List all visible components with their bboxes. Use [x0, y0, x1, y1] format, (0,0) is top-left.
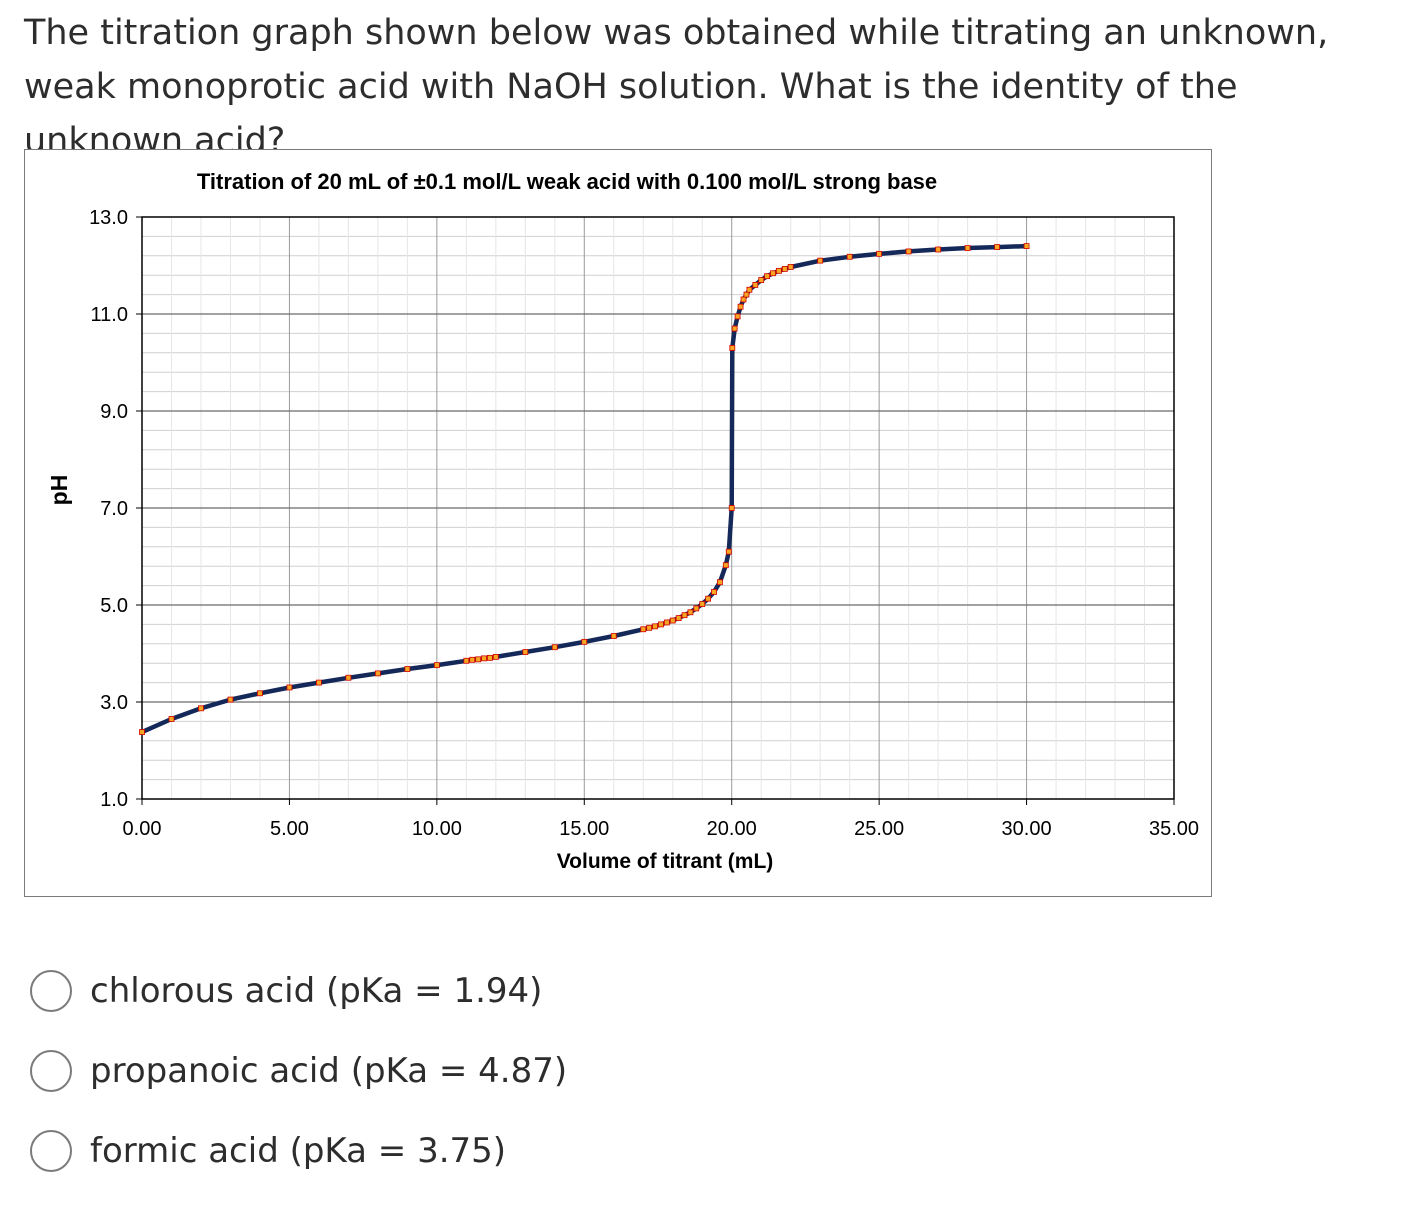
radio-button[interactable]	[30, 1050, 72, 1092]
data-point	[728, 505, 735, 511]
data-point	[740, 296, 747, 303]
data-point	[345, 674, 352, 681]
data-point	[551, 644, 558, 651]
data-point	[492, 653, 499, 660]
data-point	[669, 617, 676, 624]
data-point	[711, 589, 717, 595]
y-tick-label: 1.0	[100, 789, 128, 811]
data-point	[787, 264, 794, 270]
data-point	[717, 579, 723, 586]
data-point	[168, 716, 175, 722]
y-tick-label: 5.0	[100, 595, 128, 617]
data-point	[610, 633, 617, 639]
y-axis-label: pH	[46, 475, 72, 506]
data-point	[475, 656, 482, 663]
data-point	[316, 679, 322, 686]
data-point	[404, 666, 411, 672]
data-point	[257, 690, 263, 697]
answer-option-label: chlorous acid (pKa = 1.94)	[90, 971, 543, 1011]
data-point	[752, 281, 759, 288]
x-tick-label: 0.00	[123, 818, 162, 840]
data-point	[764, 273, 770, 280]
data-point	[737, 303, 744, 310]
data-point	[433, 662, 440, 669]
data-point	[846, 253, 853, 260]
y-tick-label: 3.0	[100, 692, 128, 714]
data-point	[522, 649, 529, 655]
chart-title: Titration of 20 mL of ±0.1 mol/L weak ac…	[197, 169, 937, 194]
x-tick-label: 35.00	[1149, 818, 1199, 840]
data-point	[964, 245, 971, 251]
y-tick-label: 13.0	[89, 207, 128, 229]
data-point	[469, 656, 476, 663]
data-point	[640, 626, 647, 633]
data-point	[227, 696, 234, 703]
data-point	[581, 638, 588, 645]
data-point	[731, 325, 738, 332]
y-tick-label: 9.0	[100, 401, 128, 423]
data-point	[876, 250, 883, 257]
data-point	[725, 548, 732, 555]
data-point	[905, 248, 912, 255]
x-tick-label: 15.00	[559, 818, 609, 840]
data-point	[729, 345, 736, 351]
data-point	[687, 609, 694, 616]
data-point	[699, 601, 706, 607]
radio-button[interactable]	[30, 970, 72, 1012]
data-point	[658, 621, 664, 628]
data-point	[374, 670, 381, 677]
data-point	[663, 619, 670, 626]
data-point	[994, 244, 1000, 250]
answer-option-label: propanoic acid (pKa = 4.87)	[90, 1051, 568, 1091]
data-point	[286, 684, 293, 691]
x-tick-label: 10.00	[412, 818, 462, 840]
data-point	[722, 562, 729, 569]
answer-option-chlorous-acid[interactable]: chlorous acid (pKa = 1.94)	[30, 966, 542, 1016]
data-point	[1023, 243, 1030, 249]
x-tick-label: 20.00	[707, 818, 757, 840]
data-point	[681, 612, 688, 619]
x-axis-label: Volume of titrant (mL)	[557, 850, 774, 873]
data-point	[758, 277, 765, 283]
x-tick-label: 25.00	[854, 818, 904, 840]
answer-option-formic-acid[interactable]: formic acid (pKa = 3.75)	[30, 1126, 506, 1176]
data-point	[817, 257, 824, 264]
axes: 13.0 11.0 9.0 7.0 5.0 3.0 1.0 0.00 5.00 10.00 15.0…	[89, 207, 1199, 840]
data-point	[652, 623, 658, 630]
x-tick-label: 5.00	[270, 818, 309, 840]
titration-chart: Titration of 20 mL of ±0.1 mol/L weak ac…	[24, 149, 1212, 897]
data-markers	[139, 243, 1030, 735]
titration-chart-svg: Titration of 20 mL of ±0.1 mol/L weak ac…	[46, 169, 1199, 873]
data-point	[463, 657, 470, 664]
data-point	[198, 705, 204, 712]
data-point	[675, 615, 682, 621]
x-tick-label: 30.00	[1002, 818, 1052, 840]
grid	[142, 217, 1174, 799]
data-point	[746, 286, 753, 293]
data-point	[487, 654, 493, 661]
y-tick-label: 11.0	[91, 304, 128, 326]
radio-button[interactable]	[30, 1130, 72, 1172]
answer-option-propanoic-acid[interactable]: propanoic acid (pKa = 4.87)	[30, 1046, 567, 1096]
data-point	[693, 605, 700, 612]
question-text: The titration graph shown below was obta…	[24, 13, 1329, 161]
data-point	[743, 291, 750, 298]
data-point	[481, 655, 487, 662]
data-point	[139, 729, 145, 735]
data-point	[775, 267, 782, 274]
data-point	[705, 595, 712, 602]
data-point	[935, 246, 942, 253]
answer-option-label: formic acid (pKa = 3.75)	[90, 1131, 507, 1171]
data-point	[646, 624, 653, 631]
data-point	[734, 313, 741, 320]
data-point	[781, 265, 788, 272]
data-point	[770, 270, 776, 277]
y-tick-label: 7.0	[100, 498, 128, 520]
